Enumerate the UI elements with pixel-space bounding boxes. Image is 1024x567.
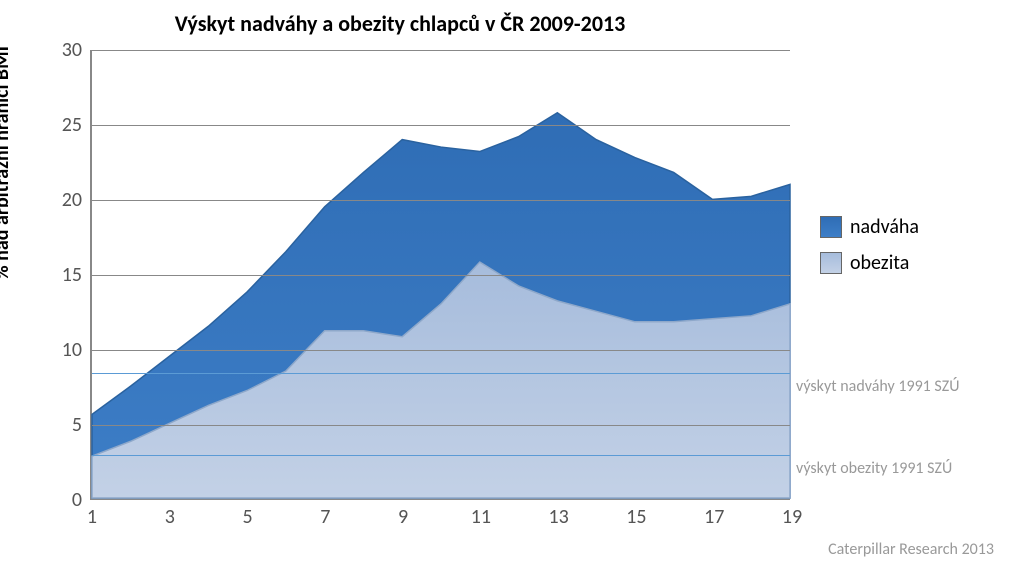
x-tick-label: 11 — [466, 505, 496, 529]
legend-swatch-obezita — [820, 252, 842, 274]
y-tick-label: 10 — [42, 338, 82, 362]
y-tick-label: 30 — [42, 38, 82, 62]
area-svg — [92, 50, 790, 498]
gridline — [92, 350, 790, 351]
legend-label-obezita: obezita — [850, 251, 909, 275]
reference-label: výskyt obezity 1991 SZÚ — [796, 459, 952, 478]
reference-label: výskyt nadváhy 1991 SZÚ — [796, 377, 960, 396]
legend-label-nadvaha: nadváha — [850, 215, 919, 239]
legend-item-obezita: obezita — [820, 251, 919, 275]
x-tick-label: 5 — [233, 505, 263, 529]
x-tick-label: 19 — [777, 505, 807, 529]
y-tick-label: 25 — [42, 113, 82, 137]
gridline — [92, 275, 790, 276]
footer-credit: Caterpillar Research 2013 — [828, 540, 994, 559]
x-tick-label: 17 — [699, 505, 729, 529]
x-tick-label: 9 — [388, 505, 418, 529]
legend: nadváha obezita — [820, 215, 919, 287]
x-tick-label: 7 — [310, 505, 340, 529]
gridline — [92, 50, 790, 51]
gridline — [92, 125, 790, 126]
y-tick-label: 0 — [42, 488, 82, 512]
reference-line — [92, 373, 790, 374]
chart-title: Výskyt nadváhy a obezity chlapců v ČR 20… — [0, 10, 800, 37]
x-tick-label: 15 — [621, 505, 651, 529]
reference-line — [92, 455, 790, 456]
gridline — [92, 200, 790, 201]
plot-area: 135791113151719 — [90, 50, 790, 500]
legend-swatch-nadvaha — [820, 216, 842, 238]
legend-item-nadvaha: nadváha — [820, 215, 919, 239]
chart-container: Výskyt nadváhy a obezity chlapců v ČR 20… — [0, 0, 1024, 567]
x-tick-label: 3 — [155, 505, 185, 529]
gridline — [92, 425, 790, 426]
y-tick-label: 15 — [42, 263, 82, 287]
y-tick-label: 20 — [42, 188, 82, 212]
x-tick-label: 13 — [544, 505, 574, 529]
y-tick-label: 5 — [42, 413, 82, 437]
y-axis-label: % nad arbitrážní hranicí BMI — [0, 46, 14, 280]
